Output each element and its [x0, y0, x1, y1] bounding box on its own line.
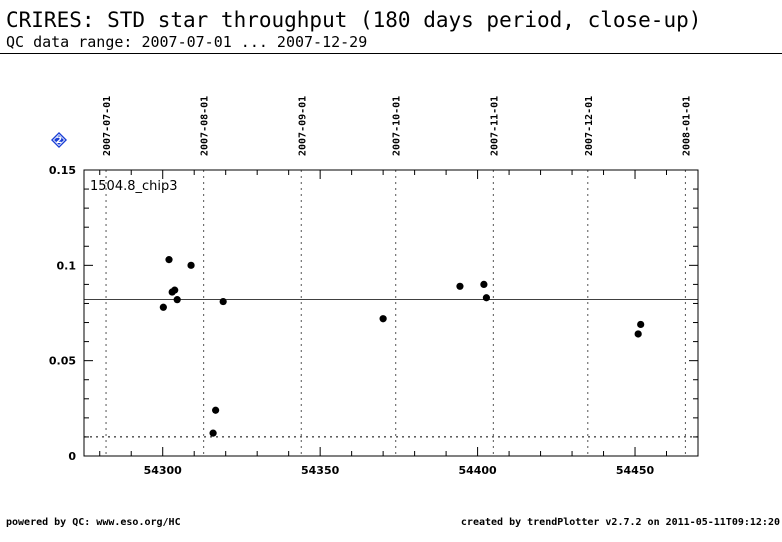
data-point [480, 280, 488, 288]
badge-label: 2 [56, 136, 62, 146]
data-point [212, 406, 220, 414]
reference-lines [84, 299, 698, 438]
data-point [173, 296, 181, 304]
panel-label: 1504.8_chip3 [90, 179, 178, 194]
top-date-labels: 2007-07-01 2007-08-01 2007-09-01 2007-10-01… [102, 96, 692, 156]
axis-ticks [84, 169, 699, 457]
footer-powered-by: powered by QC: www.eso.org/HC [6, 517, 181, 528]
data-point [456, 282, 464, 290]
x-tick-label: 54450 [616, 464, 655, 477]
y-tick-label: 0.1 [57, 259, 77, 272]
x-tick-label: 54350 [301, 464, 340, 477]
top-date-label: 2007-10-01 [392, 96, 403, 156]
diamond-badge-icon[interactable]: 2 [51, 132, 67, 148]
data-point [219, 297, 227, 306]
date-grid-lines [105, 170, 686, 456]
data-point [187, 261, 195, 269]
data-point [634, 330, 642, 338]
x-tick-label: 54300 [144, 464, 183, 477]
data-point [379, 315, 387, 323]
data-point [171, 286, 179, 294]
y-tick-label: 0 [68, 450, 76, 463]
top-date-label: 2007-08-01 [200, 96, 211, 156]
data-point [637, 320, 645, 329]
plot-frame [83, 169, 699, 457]
data-point [159, 303, 167, 311]
page-title: CRIRES: STD star throughput (180 days pe… [6, 8, 702, 32]
top-date-label: 2007-11-01 [489, 96, 500, 156]
y-tick-label: 0.05 [49, 355, 76, 368]
footer-created-by: created by trendPlotter v2.7.2 on 2011-0… [460, 517, 780, 528]
top-date-label: 2007-07-01 [102, 96, 113, 156]
x-tick-labels: 54300 54350 54400 54450 [144, 464, 655, 477]
y-tick-labels: 0 0.05 0.1 0.15 [49, 164, 76, 463]
data-range-subtitle: QC data range: 2007-07-01 ... 2007-12-29 [6, 33, 368, 51]
header-divider [0, 53, 782, 54]
y-tick-label: 0.15 [49, 164, 76, 177]
x-tick-label: 54400 [458, 464, 497, 477]
data-point [209, 429, 217, 437]
data-points [159, 256, 645, 437]
data-point [165, 256, 173, 264]
top-date-label: 2007-09-01 [297, 96, 308, 156]
top-date-label: 2008-01-01 [681, 96, 692, 156]
top-date-label: 2007-12-01 [584, 96, 595, 156]
data-point [482, 294, 491, 302]
